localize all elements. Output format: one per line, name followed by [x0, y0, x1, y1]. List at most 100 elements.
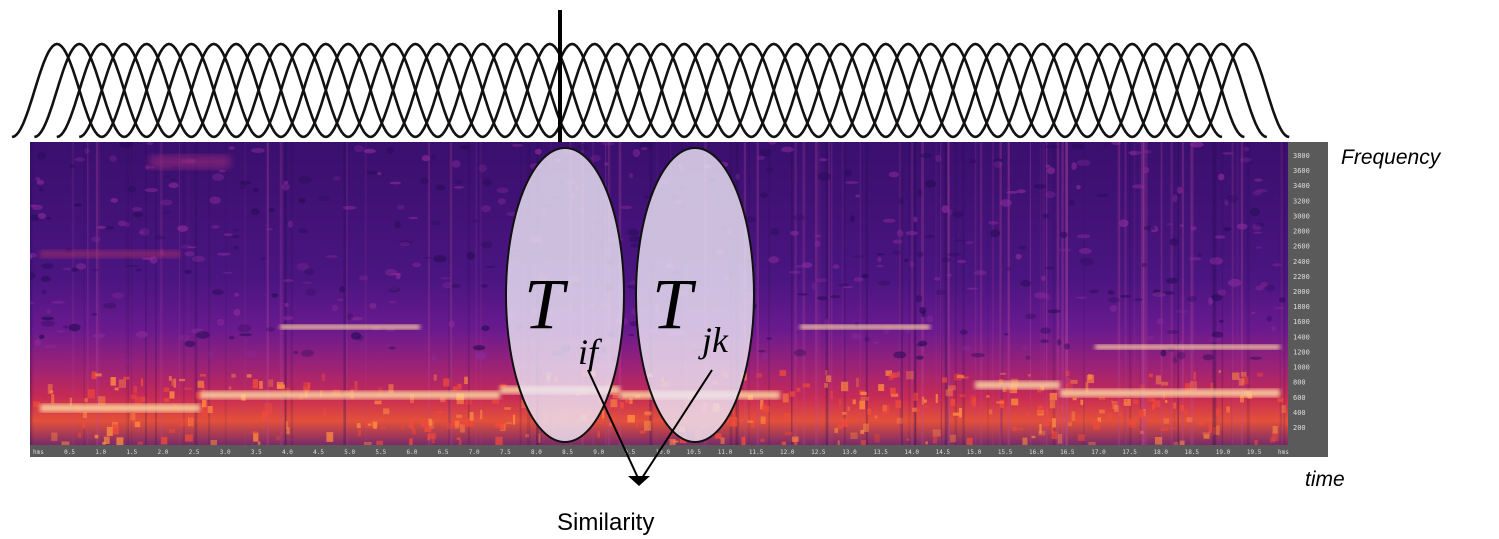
x-tick-label: 8.0 — [531, 449, 542, 456]
window-curve — [1109, 42, 1200, 139]
window-curve — [1198, 42, 1290, 139]
window-curve — [706, 42, 797, 139]
x-tick-label: 13.5 — [873, 449, 888, 456]
token-ellipse-jk — [635, 147, 755, 443]
x-tick-label: 9.5 — [624, 449, 635, 456]
window-curve — [549, 42, 640, 139]
x-tick-label: 11.0 — [718, 449, 733, 456]
x-tick-label: 15.5 — [998, 449, 1013, 456]
window-curve — [414, 42, 506, 139]
x-tick-label: 1.5 — [126, 449, 137, 456]
y-tick-label: 1600 — [1293, 318, 1310, 326]
y-tick-label: 200 — [1293, 424, 1306, 432]
x-tick-label: 2.0 — [158, 449, 169, 456]
window-curve — [885, 42, 976, 139]
x-tick-label: 19.5 — [1247, 449, 1262, 456]
frequency-axis: 3800 3600 3400 3200 3000 2800 2600 2400 2200 2000… — [1288, 142, 1328, 457]
window-curve — [34, 42, 125, 139]
window-curve — [482, 42, 573, 139]
y-tick-label: 3400 — [1293, 182, 1310, 190]
window-curve — [302, 42, 394, 139]
window-curve — [974, 42, 1066, 139]
window-curve — [258, 42, 349, 139]
y-tick-label: 2200 — [1293, 273, 1310, 281]
window-curve — [795, 42, 887, 139]
x-tick-label: 7.5 — [500, 449, 511, 456]
x-tick-label: 4.0 — [282, 449, 293, 456]
window-curve — [638, 42, 730, 139]
x-tick-label: 17.5 — [1122, 449, 1137, 456]
window-curve — [616, 42, 708, 139]
window-curve — [952, 42, 1044, 139]
window-curve — [280, 42, 372, 139]
window-curve — [347, 42, 439, 139]
y-tick-label: 2400 — [1293, 258, 1310, 266]
window-curve — [840, 42, 932, 139]
window-curve — [594, 42, 685, 139]
window-curve — [1154, 42, 1245, 139]
window-curve — [862, 42, 954, 139]
y-tick-label: 1400 — [1293, 333, 1310, 341]
x-tick-label: 14.0 — [905, 449, 920, 456]
x-tick-label: 15.0 — [967, 449, 982, 456]
x-tick-label: 5.0 — [344, 449, 355, 456]
x-tick-label: 12.0 — [780, 449, 795, 456]
window-curve — [907, 42, 999, 139]
x-tick-label: 3.5 — [251, 449, 262, 456]
window-curve — [1086, 42, 1178, 139]
window-curve — [818, 42, 909, 139]
y-tick-label: 400 — [1293, 409, 1306, 417]
window-curve — [392, 42, 484, 139]
x-tick-label: 18.0 — [1154, 449, 1169, 456]
y-tick-label: 3600 — [1293, 167, 1310, 175]
arrow-head — [628, 476, 650, 486]
token-if-main: T — [524, 264, 569, 344]
x-tick-label: 10.0 — [656, 449, 671, 456]
window-curve — [325, 42, 416, 139]
token-jk-main: T — [652, 264, 697, 344]
x-tick-label: 6.0 — [407, 449, 418, 456]
x-tick-label: hms — [1278, 449, 1289, 456]
window-curve — [930, 42, 1021, 139]
window-curve — [571, 42, 663, 139]
x-tick-label: 2.5 — [189, 449, 200, 456]
y-tick-label: 3200 — [1293, 197, 1310, 205]
window-curve — [190, 42, 282, 139]
x-tick-label: 10.5 — [687, 449, 702, 456]
x-tick-label: 8.5 — [562, 449, 573, 456]
x-tick-label: 7.0 — [469, 449, 480, 456]
window-curve — [101, 42, 192, 139]
x-tick-label: 12.5 — [811, 449, 826, 456]
window-functions — [11, 42, 1290, 139]
similarity-label: Similarity — [557, 509, 654, 536]
window-curve — [56, 42, 148, 139]
token-ellipse-if — [505, 147, 625, 443]
y-tick-label: 2600 — [1293, 243, 1310, 251]
window-curve — [997, 42, 1088, 139]
y-tick-label: 2000 — [1293, 288, 1310, 296]
y-tick-label: 3000 — [1293, 212, 1310, 220]
x-tick-label: 18.5 — [1185, 449, 1200, 456]
x-tick-label: 6.5 — [438, 449, 449, 456]
window-curve — [146, 42, 237, 139]
window-curve — [168, 42, 260, 139]
y-tick-label: 1000 — [1293, 364, 1310, 372]
x-tick-label: 17.0 — [1091, 449, 1106, 456]
x-tick-label: 14.5 — [936, 449, 951, 456]
window-curve — [370, 42, 461, 139]
x-tick-label: 0.5 — [64, 449, 75, 456]
x-tick-label: 1.0 — [95, 449, 106, 456]
window-curve — [750, 42, 842, 139]
window-curve — [459, 42, 551, 139]
frequency-label: Frequency — [1341, 146, 1442, 169]
window-curve — [504, 42, 596, 139]
window-curve — [213, 42, 304, 139]
window-curve — [235, 42, 327, 139]
x-tick-label: 16.5 — [1060, 449, 1075, 456]
y-tick-label: 3800 — [1293, 152, 1310, 160]
window-curve — [526, 42, 618, 139]
window-curve — [1064, 42, 1156, 139]
window-curve — [11, 42, 103, 139]
window-curve — [1042, 42, 1133, 139]
